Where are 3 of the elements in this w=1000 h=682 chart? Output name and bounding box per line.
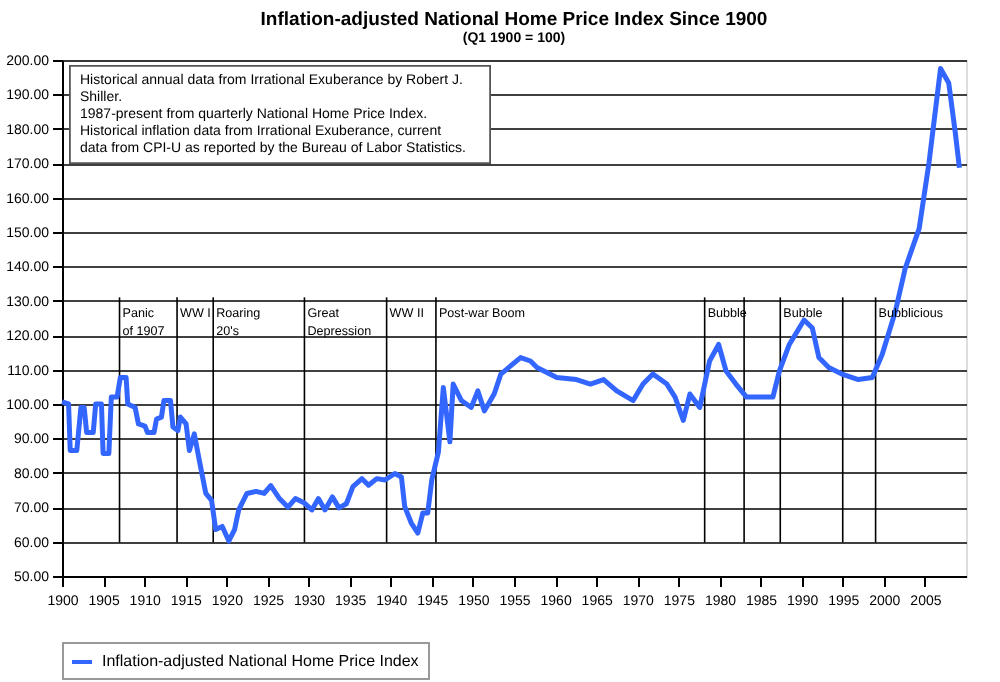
legend-label: Inflation-adjusted National Home Price Index	[102, 652, 419, 670]
chart-title: Inflation-adjusted National Home Price Index Since 1900	[260, 9, 768, 31]
line-series	[59, 66, 962, 544]
